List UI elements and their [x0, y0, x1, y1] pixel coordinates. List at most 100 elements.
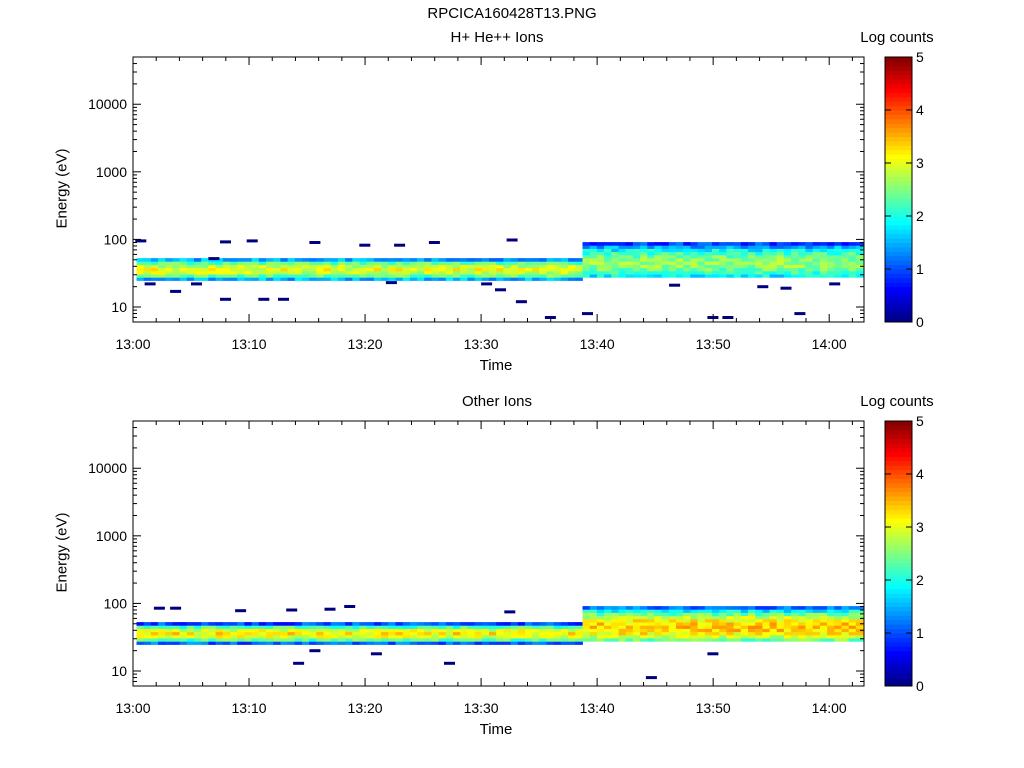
- heatmap-cell: [611, 270, 619, 275]
- heatmap-cell: [618, 638, 627, 642]
- heatmap-cell: [683, 609, 691, 613]
- heatmap-cell: [841, 267, 850, 272]
- heatmap-cell: [510, 274, 519, 278]
- heatmap-cell: [733, 245, 742, 249]
- heatmap-cell: [755, 606, 763, 610]
- heatmap-cell: [553, 261, 562, 265]
- heatmap-cell: [647, 634, 655, 639]
- heatmap-cell: [776, 264, 785, 269]
- heatmap-cell: [582, 625, 591, 629]
- colorbar-step: [885, 220, 912, 226]
- heatmap-cell: [647, 606, 655, 610]
- heatmap-cell: [740, 258, 749, 262]
- heatmap-cell: [798, 248, 806, 253]
- heatmap-cell: [855, 612, 864, 617]
- heatmap-cell: [798, 270, 806, 275]
- heatmap-cell: [409, 270, 418, 275]
- heatmap-cell: [287, 267, 296, 272]
- heatmap-cell: [755, 628, 763, 633]
- heatmap-cell: [359, 641, 368, 645]
- heatmap-cell: [805, 618, 814, 623]
- heatmap-cell: [697, 628, 706, 633]
- heatmap-cell: [352, 264, 360, 269]
- heatmap-cell: [402, 634, 411, 639]
- heatmap-cell: [589, 261, 598, 265]
- heatmap-cell: [733, 631, 742, 636]
- heatmap-cell: [467, 641, 475, 645]
- heatmap-cell: [525, 625, 533, 629]
- heatmap-cell: [776, 248, 785, 253]
- colorbar-step: [885, 123, 912, 129]
- y-tick-label: 1000: [96, 164, 127, 180]
- colorbar-step: [885, 487, 912, 493]
- heatmap-cell: [690, 615, 698, 620]
- heatmap-cell: [719, 270, 727, 275]
- heatmap-cell: [798, 261, 806, 265]
- heatmap-cell: [676, 618, 684, 623]
- heatmap-cell: [798, 254, 806, 259]
- heatmap-cell: [352, 638, 360, 642]
- heatmap-cell: [553, 625, 562, 629]
- heatmap-cell: [668, 248, 677, 253]
- heatmap-cell: [244, 625, 252, 629]
- heatmap-cell: [568, 274, 576, 278]
- heatmap-cell: [525, 622, 533, 626]
- heatmap-cell: [848, 622, 857, 626]
- heatmap-cell: [855, 251, 864, 256]
- heatmap-cell: [280, 641, 288, 645]
- heatmap-cell: [805, 270, 814, 275]
- heatmap-cell: [841, 606, 850, 610]
- heatmap-cell: [539, 638, 547, 642]
- heatmap-cell: [848, 242, 857, 246]
- heatmap-cell: [769, 264, 778, 269]
- heatmap-cell: [438, 277, 447, 281]
- heatmap-cell: [474, 641, 483, 645]
- heatmap-cell: [230, 625, 238, 629]
- heatmap-cell: [266, 277, 274, 281]
- colorbar-step: [885, 317, 912, 323]
- heatmap-cell: [280, 270, 288, 275]
- page-title: RPCICA160428T13.PNG: [427, 5, 597, 22]
- heatmap-cell: [330, 625, 339, 629]
- heatmap-cell: [395, 628, 404, 633]
- heatmap-cell: [740, 609, 749, 613]
- colorbar-step: [885, 149, 912, 155]
- heatmap-cell: [712, 631, 720, 636]
- heatmap-cell: [719, 618, 727, 623]
- heatmap-cell: [215, 274, 224, 278]
- heatmap-cell: [136, 625, 145, 629]
- heatmap-cell: [453, 634, 461, 639]
- heatmap-cell: [266, 638, 274, 642]
- heatmap-cell: [409, 274, 418, 278]
- heatmap-cell: [165, 625, 173, 629]
- heatmap-cell: [445, 628, 454, 633]
- heatmap-cell: [388, 270, 396, 275]
- heatmap-cell: [546, 258, 555, 262]
- heatmap-cell: [194, 274, 202, 278]
- heatmap-cell: [618, 254, 627, 259]
- heatmap-cell: [438, 631, 447, 636]
- heatmap-cell: [402, 267, 411, 272]
- colorbar-step: [885, 429, 912, 435]
- heatmap-cell: [668, 612, 677, 617]
- heatmap-cell: [136, 264, 145, 269]
- heatmap-cell: [373, 274, 382, 278]
- heatmap-cell: [805, 267, 814, 272]
- heatmap-cell: [841, 618, 850, 623]
- heatmap-cell: [697, 258, 706, 262]
- colorbar-step: [885, 96, 912, 102]
- heatmap-cell: [273, 267, 281, 272]
- heatmap-cell: [280, 274, 288, 278]
- heatmap-cell: [237, 638, 245, 642]
- colorbar-step: [885, 677, 912, 683]
- heatmap-cell: [395, 641, 404, 645]
- colorbar-step: [885, 163, 912, 168]
- heatmap-cell: [352, 258, 360, 262]
- heatmap-cell: [704, 618, 713, 623]
- heatmap-cell: [719, 609, 727, 613]
- heatmap-cell: [798, 242, 806, 246]
- sparse-point: [495, 288, 506, 292]
- heatmap-cell: [273, 628, 281, 633]
- heatmap-cell: [596, 258, 605, 262]
- heatmap-cell: [510, 628, 519, 633]
